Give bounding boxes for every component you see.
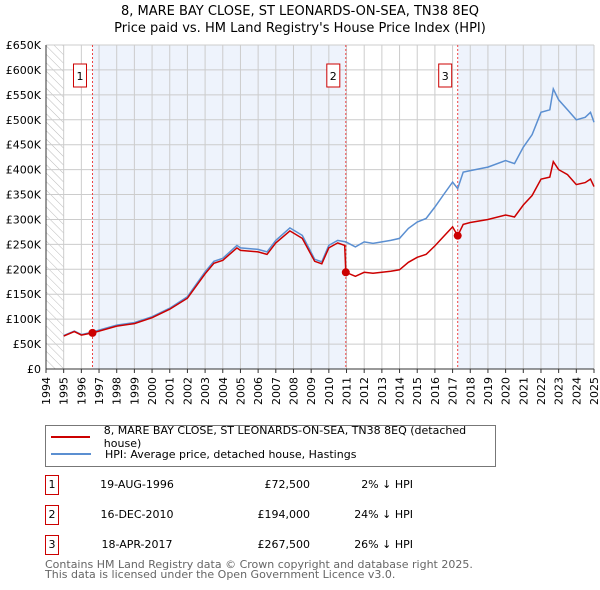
sale-number-badge: 3 bbox=[45, 535, 59, 555]
y-tick-label: £200K bbox=[6, 263, 42, 276]
y-tick-label: £550K bbox=[6, 89, 42, 102]
x-tick-label: 2005 bbox=[234, 377, 247, 405]
x-tick-label: 1996 bbox=[75, 377, 88, 405]
x-tick-label: 2000 bbox=[146, 377, 159, 405]
x-tick-label: 2013 bbox=[376, 377, 389, 405]
sale-price: £72,500 bbox=[264, 478, 311, 491]
x-tick-label: 2015 bbox=[411, 377, 424, 405]
y-tick-label: £50K bbox=[13, 338, 42, 351]
x-tick-label: 1999 bbox=[128, 377, 141, 405]
no-data-hatch bbox=[46, 45, 64, 369]
x-tick-label: 2002 bbox=[181, 377, 194, 405]
sale-price: £267,500 bbox=[257, 538, 311, 551]
y-tick-label: £100K bbox=[6, 313, 42, 326]
sale-row: 1 19-AUG-1996 £72,500 2% ↓ HPI bbox=[45, 475, 445, 495]
x-tick-label: 2016 bbox=[429, 377, 442, 405]
x-tick-label: 1997 bbox=[93, 377, 106, 405]
sale-point bbox=[453, 231, 462, 240]
sale-hpi-diff: 26% ↓ HPI bbox=[354, 538, 413, 551]
x-tick-label: 2021 bbox=[517, 377, 530, 405]
y-tick-label: £300K bbox=[6, 213, 42, 226]
sale-label: 1 bbox=[76, 70, 83, 83]
sale-hpi-diff: 24% ↓ HPI bbox=[354, 508, 413, 521]
legend-item-property: 8, MARE BAY CLOSE, ST LEONARDS-ON-SEA, T… bbox=[46, 424, 495, 450]
y-tick-label: £450K bbox=[6, 139, 42, 152]
x-tick-label: 2006 bbox=[252, 377, 265, 405]
sale-label-box bbox=[438, 63, 453, 88]
y-tick-label: £350K bbox=[6, 189, 42, 202]
sale-row: 3 18-APR-2017 £267,500 26% ↓ HPI bbox=[45, 535, 445, 555]
sale-label: 2 bbox=[330, 70, 337, 83]
sale-number-badge: 2 bbox=[45, 505, 59, 525]
sale-date: 16-DEC-2010 bbox=[100, 508, 174, 521]
x-tick-label: 2024 bbox=[570, 377, 583, 405]
x-tick-label: 2017 bbox=[447, 377, 460, 405]
x-tick-label: 2004 bbox=[217, 377, 230, 405]
price-chart: 1994 1995 1996 1997 1998 1999 2000 2001 2002 2003… bbox=[6, 39, 600, 405]
x-tick-label: 2014 bbox=[394, 377, 407, 405]
y-tick-label: £250K bbox=[6, 238, 42, 251]
chart-subtitle: Price paid vs. HM Land Registry's House … bbox=[114, 21, 486, 36]
sale-hpi-diff: 2% ↓ HPI bbox=[361, 478, 413, 491]
y-tick-label: £600K bbox=[6, 64, 42, 77]
x-tick-label: 2012 bbox=[358, 377, 371, 405]
sale-date: 18-APR-2017 bbox=[101, 538, 173, 551]
legend-label: HPI: Average price, detached house, Hast… bbox=[105, 447, 357, 461]
red-line-swatch bbox=[51, 436, 90, 438]
x-tick-label: 2008 bbox=[287, 377, 300, 405]
x-tick-label: 1994 bbox=[40, 377, 53, 405]
sale-number-badge: 1 bbox=[45, 475, 59, 495]
sale-date: 19-AUG-1996 bbox=[100, 478, 174, 491]
x-tick-label: 2001 bbox=[164, 377, 177, 405]
y-tick-label: £650K bbox=[6, 39, 42, 52]
shaded-period-3 bbox=[457, 45, 594, 369]
sale-row: 2 16-DEC-2010 £194,000 24% ↓ HPI bbox=[45, 505, 445, 525]
legend-item-hpi: HPI: Average price, detached house, Hast… bbox=[46, 446, 356, 462]
blue-line-swatch bbox=[51, 453, 91, 455]
sale-point bbox=[88, 328, 97, 337]
x-tick-label: 1998 bbox=[111, 377, 124, 405]
x-tick-label: 2019 bbox=[482, 377, 495, 405]
sale-label: 3 bbox=[442, 70, 449, 83]
x-tick-label: 2009 bbox=[305, 377, 318, 405]
footer-copyright: Contains HM Land Registry data © Crown c… bbox=[45, 558, 473, 571]
x-tick-label: 2011 bbox=[341, 377, 354, 405]
y-tick-label: £500K bbox=[6, 114, 42, 127]
x-tick-label: 1995 bbox=[58, 377, 71, 405]
sale-point bbox=[341, 268, 350, 277]
x-tick-label: 2020 bbox=[500, 377, 513, 405]
property-price-line bbox=[63, 159, 595, 337]
x-tick-label: 2025 bbox=[588, 377, 600, 405]
x-tick-label: 2007 bbox=[270, 377, 283, 405]
y-tick-label: £400K bbox=[6, 164, 42, 177]
y-tick-label: £0 bbox=[27, 363, 41, 376]
x-tick-label: 2022 bbox=[535, 377, 548, 405]
legend: 8, MARE BAY CLOSE, ST LEONARDS-ON-SEA, T… bbox=[45, 424, 496, 467]
shaded-period-1 bbox=[92, 45, 346, 369]
footer-licence: This data is licensed under the Open Gov… bbox=[45, 568, 396, 581]
chart-title: 8, MARE BAY CLOSE, ST LEONARDS-ON-SEA, T… bbox=[120, 4, 480, 19]
legend-label: 8, MARE BAY CLOSE, ST LEONARDS-ON-SEA, T… bbox=[103, 424, 467, 450]
y-tick-label: £150K bbox=[6, 288, 42, 301]
x-tick-label: 2010 bbox=[323, 377, 336, 405]
sale-price: £194,000 bbox=[257, 508, 311, 521]
x-tick-label: 2023 bbox=[553, 377, 566, 405]
sale-label-box bbox=[72, 63, 87, 88]
x-tick-label: 2018 bbox=[464, 377, 477, 405]
x-tick-label: 2003 bbox=[199, 377, 212, 405]
footer: Contains HM Land Registry data © Crown c… bbox=[45, 558, 473, 581]
sale-label-box bbox=[326, 63, 341, 88]
hpi-line bbox=[63, 86, 595, 337]
